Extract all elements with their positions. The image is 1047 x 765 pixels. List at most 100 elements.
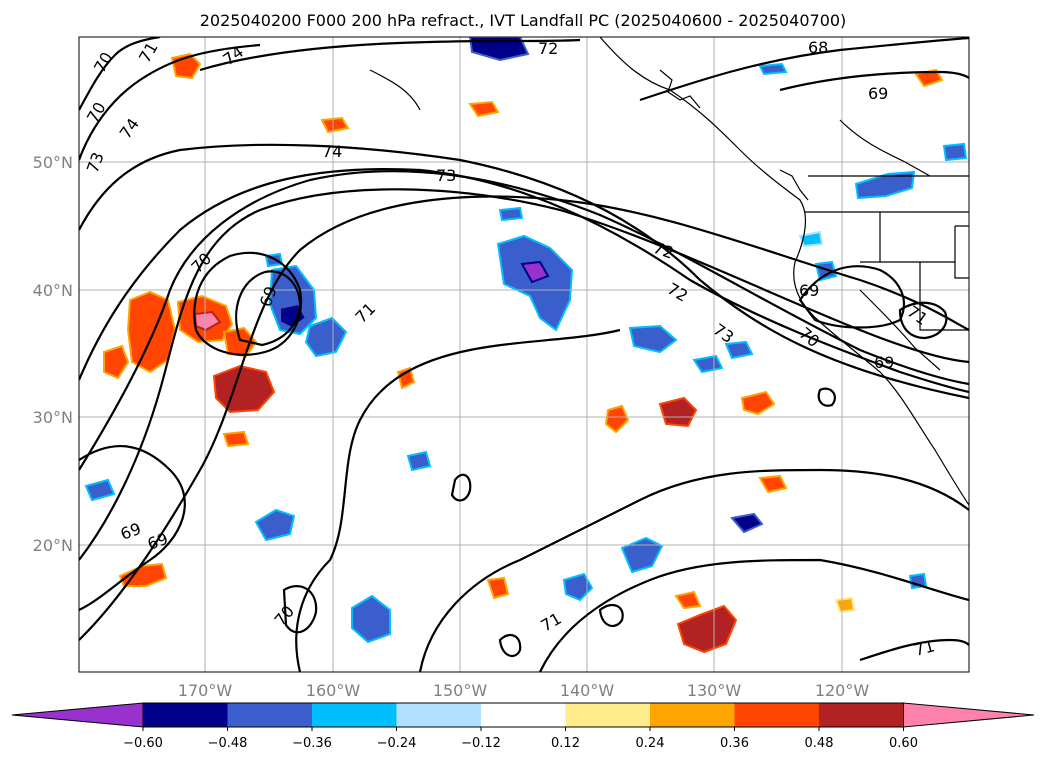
contour-label: 69 <box>868 84 888 103</box>
colorbar-tick-label: −0.48 <box>208 736 248 751</box>
colorbar-segment <box>396 703 481 727</box>
contour-label: 73 <box>436 166 456 185</box>
negative-anomaly-patch <box>304 316 348 358</box>
contour-label: 68 <box>808 38 828 57</box>
negative-anomaly-patch <box>724 340 754 360</box>
colorbar-frame <box>142 702 904 728</box>
lon-label-140w: 140°W <box>560 681 615 700</box>
contour-label: 69 <box>799 281 819 300</box>
contour-line <box>817 387 836 407</box>
lon-label-150w: 150°W <box>433 681 488 700</box>
gridlines <box>79 37 969 672</box>
colorbar-ticks: −0.60 −0.48 −0.36 −0.24 −0.12 0.12 0.24 0.36 0.4… <box>123 727 918 751</box>
contour-line <box>79 37 161 111</box>
contour-line <box>779 70 969 92</box>
figure-title: 2025040200 F000 200 hPa refract., IVT La… <box>200 11 847 30</box>
contour-label: 72 <box>538 39 558 58</box>
colorbar-segment <box>143 703 228 727</box>
negative-anomaly-patch <box>406 450 432 472</box>
latitude-axis: 50°N 40°N 30°N 20°N <box>33 153 73 555</box>
colorbar-extend-min <box>11 702 144 728</box>
positive-anomaly-patch <box>740 390 776 416</box>
contour-line <box>79 43 261 161</box>
positive-anomaly-patch <box>222 430 250 448</box>
contour-line <box>798 265 905 329</box>
negative-anomaly-patch <box>351 594 391 644</box>
map-background <box>79 37 969 672</box>
negative-anomaly-patch <box>254 508 296 542</box>
shaded-anomalies <box>84 37 968 654</box>
contour-line <box>898 301 948 340</box>
colorbar-segment <box>565 703 650 727</box>
lon-label-130w: 130°W <box>687 681 742 700</box>
contour-line <box>418 468 969 672</box>
colorbar-tick-label: −0.12 <box>461 736 501 751</box>
coastline <box>779 169 809 201</box>
negative-anomaly-patch <box>758 62 788 76</box>
positive-anomaly-patch <box>604 404 630 434</box>
contour-line <box>598 603 624 628</box>
lat-label-30n: 30°N <box>33 408 73 427</box>
colorbar-tick-label: 0.60 <box>889 736 918 751</box>
colorbar: −0.60 −0.48 −0.36 −0.24 −0.12 0.12 0.24 0.36 0.4… <box>11 702 1035 751</box>
map-panel: 70 71 70 74 74 73 74 73 72 72 71 69 70 6… <box>78 36 970 673</box>
contour-line <box>498 633 522 658</box>
lat-label-40n: 40°N <box>33 281 73 300</box>
colorbar-tick-label: 0.36 <box>720 736 749 751</box>
colorbar-segment <box>650 703 735 727</box>
contour-line <box>199 38 581 72</box>
negative-anomaly-patch <box>498 206 524 222</box>
lon-label-170w: 170°W <box>178 681 233 700</box>
longitude-axis: 170°W 160°W 150°W 140°W 130°W 120°W <box>178 681 870 700</box>
coastline <box>369 69 421 111</box>
colorbar-segment <box>734 703 819 727</box>
negative-anomaly-patch <box>814 260 838 282</box>
contour-label: 74 <box>322 142 342 161</box>
colorbar-tick-label: −0.24 <box>377 736 417 751</box>
coastlines <box>369 37 969 506</box>
contour-label: 69 <box>874 353 894 372</box>
contour-line <box>79 444 186 611</box>
state-border <box>954 225 969 279</box>
positive-anomaly-patch <box>468 100 500 118</box>
coastline <box>599 37 969 506</box>
colorbar-extend-max <box>903 702 1035 728</box>
contour-label: 71 <box>912 636 937 660</box>
positive-anomaly-patch <box>320 116 350 134</box>
colorbar-segment <box>312 703 397 727</box>
lon-label-120w: 120°W <box>815 681 870 700</box>
negative-anomaly-patch <box>468 37 530 62</box>
lat-label-50n: 50°N <box>33 153 73 172</box>
negative-anomaly-patch <box>692 354 724 374</box>
contour-line <box>282 585 318 634</box>
colorbar-tick-label: 0.48 <box>805 736 834 751</box>
positive-anomaly-patch <box>676 604 738 654</box>
negative-anomaly-patch <box>730 512 764 534</box>
negative-anomaly-patch <box>854 170 916 200</box>
colorbar-segment <box>481 703 566 727</box>
colorbar-segment <box>227 703 312 727</box>
contour-line <box>79 167 969 394</box>
lon-label-160w: 160°W <box>306 681 361 700</box>
contour-line <box>450 473 472 502</box>
colorbar-tick-label: −0.36 <box>292 736 332 751</box>
positive-anomaly-patch <box>396 366 416 390</box>
colorbar-segments <box>11 702 1035 728</box>
contour-line <box>859 638 969 662</box>
state-border <box>919 262 969 331</box>
colorbar-tick-label: 0.12 <box>551 736 580 751</box>
state-border <box>859 289 941 371</box>
negative-anomaly-patch <box>620 536 664 574</box>
negative-anomaly-patch <box>520 260 550 284</box>
coastline <box>659 69 701 109</box>
colorbar-tick-label: −0.60 <box>123 736 163 751</box>
contour-line <box>295 328 621 672</box>
colorbar-tick-label: 0.24 <box>636 736 665 751</box>
positive-anomaly-patch <box>834 596 856 614</box>
positive-anomaly-patch <box>486 576 510 600</box>
refractivity-contours <box>79 37 969 672</box>
contour-line <box>193 251 303 356</box>
contour-line <box>79 195 969 641</box>
lat-label-20n: 20°N <box>33 536 73 555</box>
